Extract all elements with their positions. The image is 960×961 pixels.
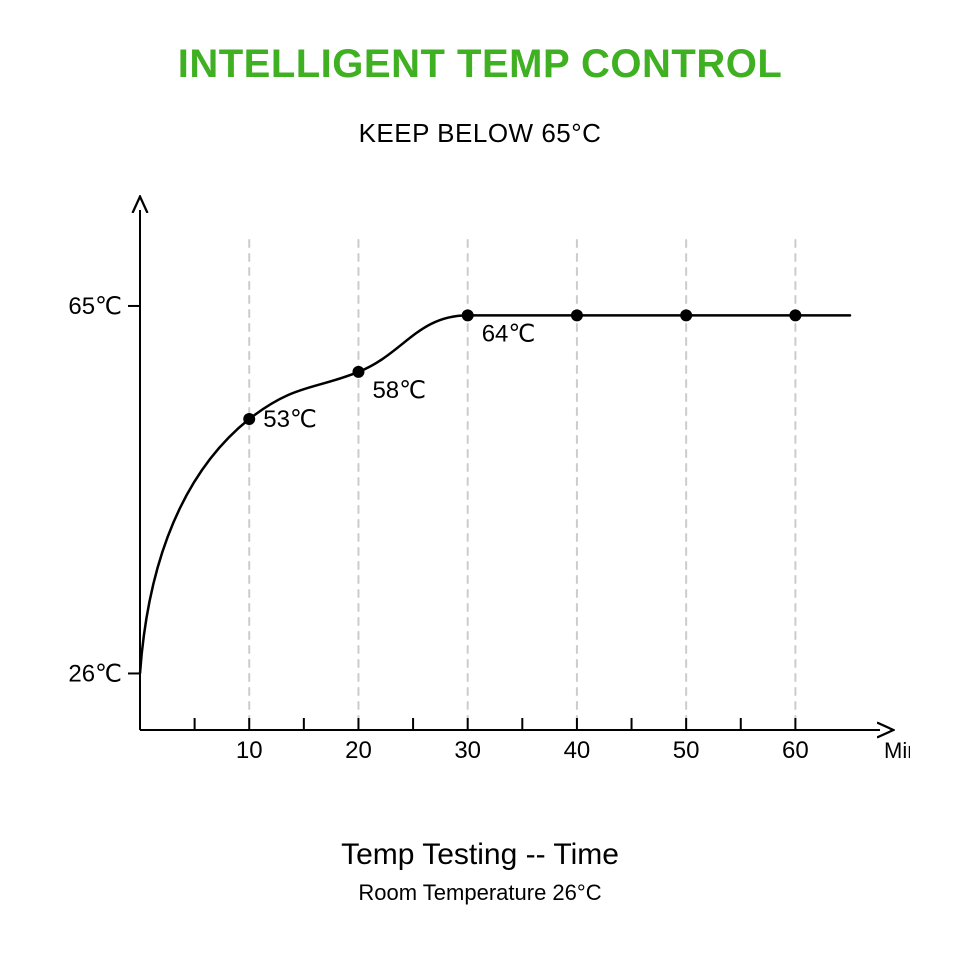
svg-text:30: 30: [454, 737, 481, 764]
temperature-chart: 10 20 30 40 50 60 Min 26℃ 65℃ 53℃ 58℃ 64℃: [50, 190, 910, 790]
page-subtitle: KEEP BELOW 65°C: [0, 118, 960, 149]
svg-text:65℃: 65℃: [68, 293, 122, 320]
svg-text:60: 60: [782, 737, 809, 764]
svg-text:26℃: 26℃: [68, 660, 122, 687]
page-title: INTELLIGENT TEMP CONTROL: [0, 42, 960, 87]
footer-line1: Temp Testing -- Time: [0, 838, 960, 872]
svg-text:53℃: 53℃: [263, 406, 317, 433]
svg-text:10: 10: [236, 737, 263, 764]
svg-text:64℃: 64℃: [482, 320, 536, 347]
footer-line2: Room Temperature 26°C: [0, 880, 960, 906]
svg-text:50: 50: [673, 737, 700, 764]
svg-text:Min: Min: [884, 738, 910, 763]
svg-text:40: 40: [564, 737, 591, 764]
svg-text:58℃: 58℃: [372, 377, 426, 404]
svg-text:20: 20: [345, 737, 372, 764]
